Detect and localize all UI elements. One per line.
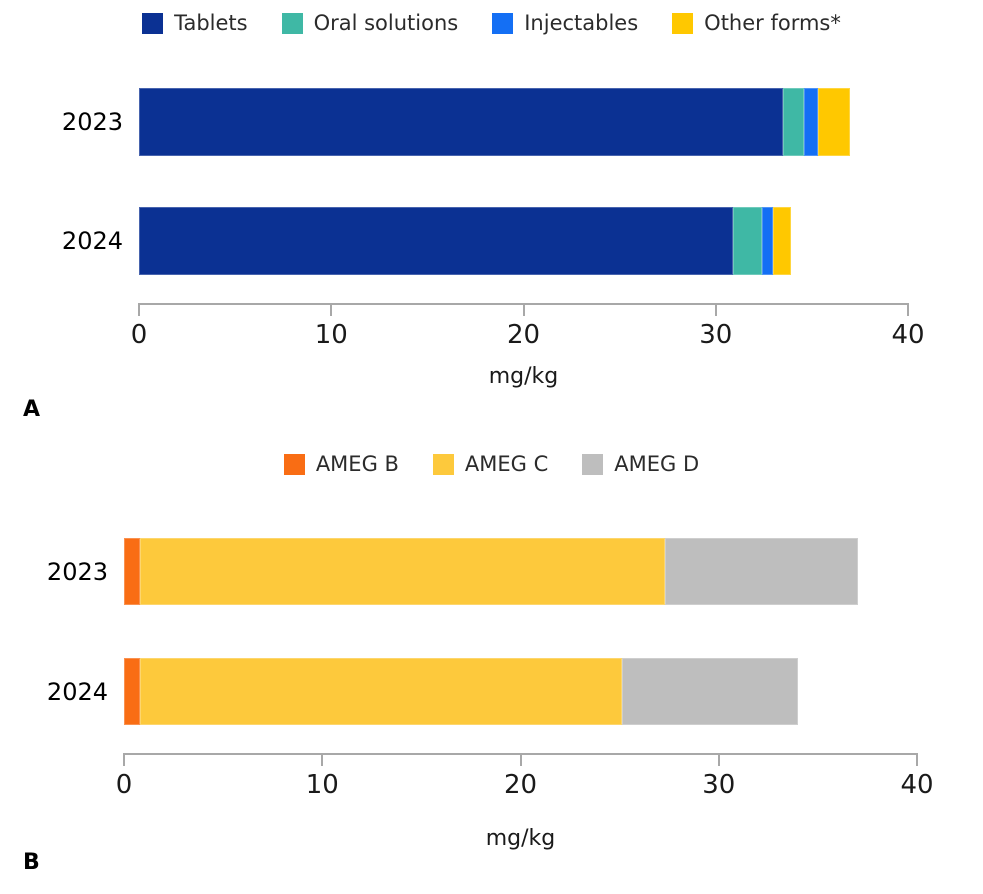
legend-swatch-ameg-b-icon xyxy=(283,453,305,475)
x-axis-tick-40 xyxy=(916,753,918,766)
legend-label-tablets: Tablets xyxy=(174,11,248,35)
legend-label-oral-solutions: Oral solutions xyxy=(313,11,459,35)
category-label-2024: 2024 xyxy=(46,677,108,706)
category-label-2023: 2023 xyxy=(46,557,108,586)
x-axis-tick-20 xyxy=(519,753,522,766)
bar-segment-ameg-b-2024 xyxy=(124,658,140,725)
legend-item-ameg-c: AMEG C xyxy=(432,452,549,476)
legend-label-ameg-c: AMEG C xyxy=(464,452,549,476)
legend-label-ameg-d: AMEG D xyxy=(614,452,700,476)
legend-item-ameg-d: AMEG D xyxy=(582,452,699,476)
bar-segment-other-forms-2023 xyxy=(817,88,851,156)
legend-swatch-other-forms-icon xyxy=(672,12,694,34)
legend-a: Tablets Oral solutions Injectables Other fo… xyxy=(0,8,983,38)
bar-2023 xyxy=(139,88,851,156)
legend-item-other-forms: Other forms* xyxy=(672,11,841,35)
bar-segment-oral-solutions-2023 xyxy=(783,88,805,156)
bar-segment-ameg-c-2024 xyxy=(139,658,622,725)
x-axis-tick-10 xyxy=(330,303,333,316)
bar-segment-other-forms-2024 xyxy=(773,207,791,275)
x-axis-tick-label-30: 30 xyxy=(702,770,736,800)
bar-segment-ameg-b-2023 xyxy=(124,538,140,605)
legend-swatch-injectables-icon xyxy=(492,12,514,34)
x-axis-tick-10 xyxy=(321,753,324,766)
x-axis-tick-30 xyxy=(714,303,717,316)
legend-swatch-ameg-d-icon xyxy=(582,453,604,475)
x-axis-tick-40 xyxy=(907,303,909,316)
panel-label-b: B xyxy=(23,850,40,875)
x-axis-tick-label-30: 30 xyxy=(699,320,733,350)
category-label-2023: 2023 xyxy=(61,108,123,136)
x-axis-tick-label-10: 10 xyxy=(314,320,348,350)
bar-segment-ameg-d-2024 xyxy=(621,658,799,725)
x-axis-tick-label-40: 40 xyxy=(900,770,934,800)
legend-swatch-oral-solutions-icon xyxy=(281,12,303,34)
x-axis-tick-0 xyxy=(123,753,125,766)
x-axis-label-a: mg/kg xyxy=(488,364,559,389)
bar-segment-tablets-2023 xyxy=(139,88,784,156)
category-label-2024: 2024 xyxy=(61,227,123,255)
x-axis-tick-label-10: 10 xyxy=(305,770,339,800)
bar-segment-tablets-2024 xyxy=(139,207,734,275)
bar-segment-ameg-d-2023 xyxy=(665,538,858,605)
x-axis-label-b: mg/kg xyxy=(485,826,556,851)
panel-label-a: A xyxy=(23,397,41,422)
bar-segment-oral-solutions-2024 xyxy=(733,207,762,275)
legend-item-oral-solutions: Oral solutions xyxy=(281,11,459,35)
legend-swatch-ameg-c-icon xyxy=(432,453,454,475)
legend-label-ameg-b: AMEG B xyxy=(315,452,399,476)
legend-label-other-forms: Other forms* xyxy=(704,11,841,35)
legend-swatch-tablets-icon xyxy=(142,12,164,34)
x-axis-tick-0 xyxy=(138,303,140,316)
legend-b: AMEG B AMEG C AMEG D xyxy=(0,449,983,479)
bar-2024 xyxy=(124,658,799,725)
x-axis-tick-label-0: 0 xyxy=(130,320,148,350)
legend-item-tablets: Tablets xyxy=(142,11,248,35)
bar-segment-injectables-2024 xyxy=(761,207,774,275)
legend-item-ameg-b: AMEG B xyxy=(283,452,399,476)
bar-segment-injectables-2023 xyxy=(804,88,818,156)
x-axis-tick-label-0: 0 xyxy=(115,770,133,800)
legend-label-injectables: Injectables xyxy=(524,11,639,35)
x-axis-tick-label-20: 20 xyxy=(503,770,538,800)
x-axis-tick-20 xyxy=(522,303,525,316)
x-axis-tick-label-40: 40 xyxy=(891,320,925,350)
bar-2023 xyxy=(124,538,858,605)
bar-2024 xyxy=(139,207,791,275)
legend-item-injectables: Injectables xyxy=(492,11,638,35)
x-axis-tick-label-20: 20 xyxy=(506,320,541,350)
x-axis-tick-30 xyxy=(717,753,720,766)
bar-segment-ameg-c-2023 xyxy=(139,538,666,605)
